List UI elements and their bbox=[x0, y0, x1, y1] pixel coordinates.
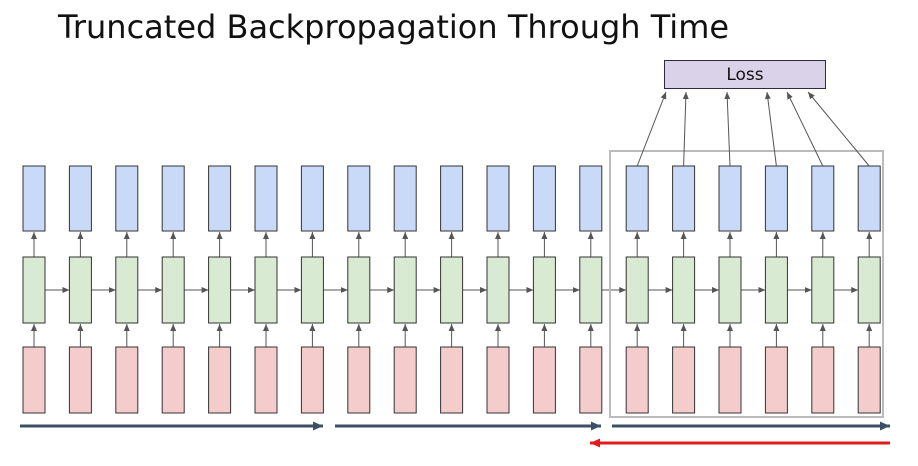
input-node bbox=[393, 346, 417, 414]
input-node bbox=[857, 346, 881, 414]
input-node bbox=[718, 346, 742, 414]
output-node bbox=[208, 165, 232, 232]
hidden-node bbox=[347, 256, 371, 324]
hidden-node bbox=[579, 256, 603, 324]
output-node bbox=[857, 165, 881, 232]
output-node bbox=[672, 165, 696, 232]
hidden-node bbox=[672, 256, 696, 324]
loss-connections bbox=[636, 91, 870, 167]
loss-label: Loss bbox=[726, 64, 764, 85]
input-node bbox=[300, 346, 324, 414]
input-node bbox=[440, 346, 464, 414]
input-node bbox=[486, 346, 510, 414]
input-node bbox=[115, 346, 139, 414]
output-node bbox=[486, 165, 510, 232]
hidden-node bbox=[625, 256, 649, 324]
input-node bbox=[532, 346, 556, 414]
hidden-node bbox=[532, 256, 556, 324]
output-node bbox=[393, 165, 417, 232]
output-to-loss-arrow bbox=[724, 91, 731, 167]
output-node bbox=[161, 165, 185, 232]
span-arrows bbox=[20, 421, 890, 448]
output-to-loss-arrow bbox=[682, 91, 689, 167]
hidden-node bbox=[857, 256, 881, 324]
hidden-node bbox=[254, 256, 278, 324]
input-node bbox=[254, 346, 278, 414]
hidden-node bbox=[300, 256, 324, 324]
input-node bbox=[672, 346, 696, 414]
output-to-loss-arrow bbox=[764, 91, 777, 167]
output-node bbox=[300, 165, 324, 232]
nodes bbox=[22, 165, 881, 414]
output-node bbox=[68, 165, 92, 232]
output-node bbox=[579, 165, 603, 232]
output-node bbox=[440, 165, 464, 232]
hidden-node bbox=[764, 256, 788, 324]
hidden-node bbox=[718, 256, 742, 324]
hidden-node bbox=[440, 256, 464, 324]
output-node bbox=[22, 165, 46, 232]
hidden-node bbox=[486, 256, 510, 324]
output-to-loss-arrow bbox=[807, 91, 870, 167]
hidden-node bbox=[393, 256, 417, 324]
hidden-node bbox=[22, 256, 46, 324]
page-title: Truncated Backpropagation Through Time bbox=[58, 8, 730, 46]
connectors bbox=[31, 232, 873, 347]
hidden-node bbox=[161, 256, 185, 324]
input-node bbox=[811, 346, 835, 414]
input-node bbox=[22, 346, 46, 414]
output-node bbox=[811, 165, 835, 232]
output-node bbox=[718, 165, 742, 232]
output-node bbox=[625, 165, 649, 232]
hidden-node bbox=[811, 256, 835, 324]
hidden-node bbox=[115, 256, 139, 324]
output-to-loss-arrow bbox=[786, 91, 824, 167]
input-node bbox=[347, 346, 371, 414]
input-node bbox=[208, 346, 232, 414]
output-node bbox=[532, 165, 556, 232]
input-node bbox=[625, 346, 649, 414]
hidden-node bbox=[208, 256, 232, 324]
input-node bbox=[764, 346, 788, 414]
output-node bbox=[254, 165, 278, 232]
truncation-window bbox=[609, 150, 884, 418]
input-node bbox=[579, 346, 603, 414]
output-to-loss-arrow bbox=[636, 91, 667, 167]
output-node bbox=[115, 165, 139, 232]
input-node bbox=[68, 346, 92, 414]
output-node bbox=[347, 165, 371, 232]
hidden-node bbox=[68, 256, 92, 324]
output-node bbox=[764, 165, 788, 232]
input-node bbox=[161, 346, 185, 414]
loss-box: Loss bbox=[664, 60, 826, 89]
